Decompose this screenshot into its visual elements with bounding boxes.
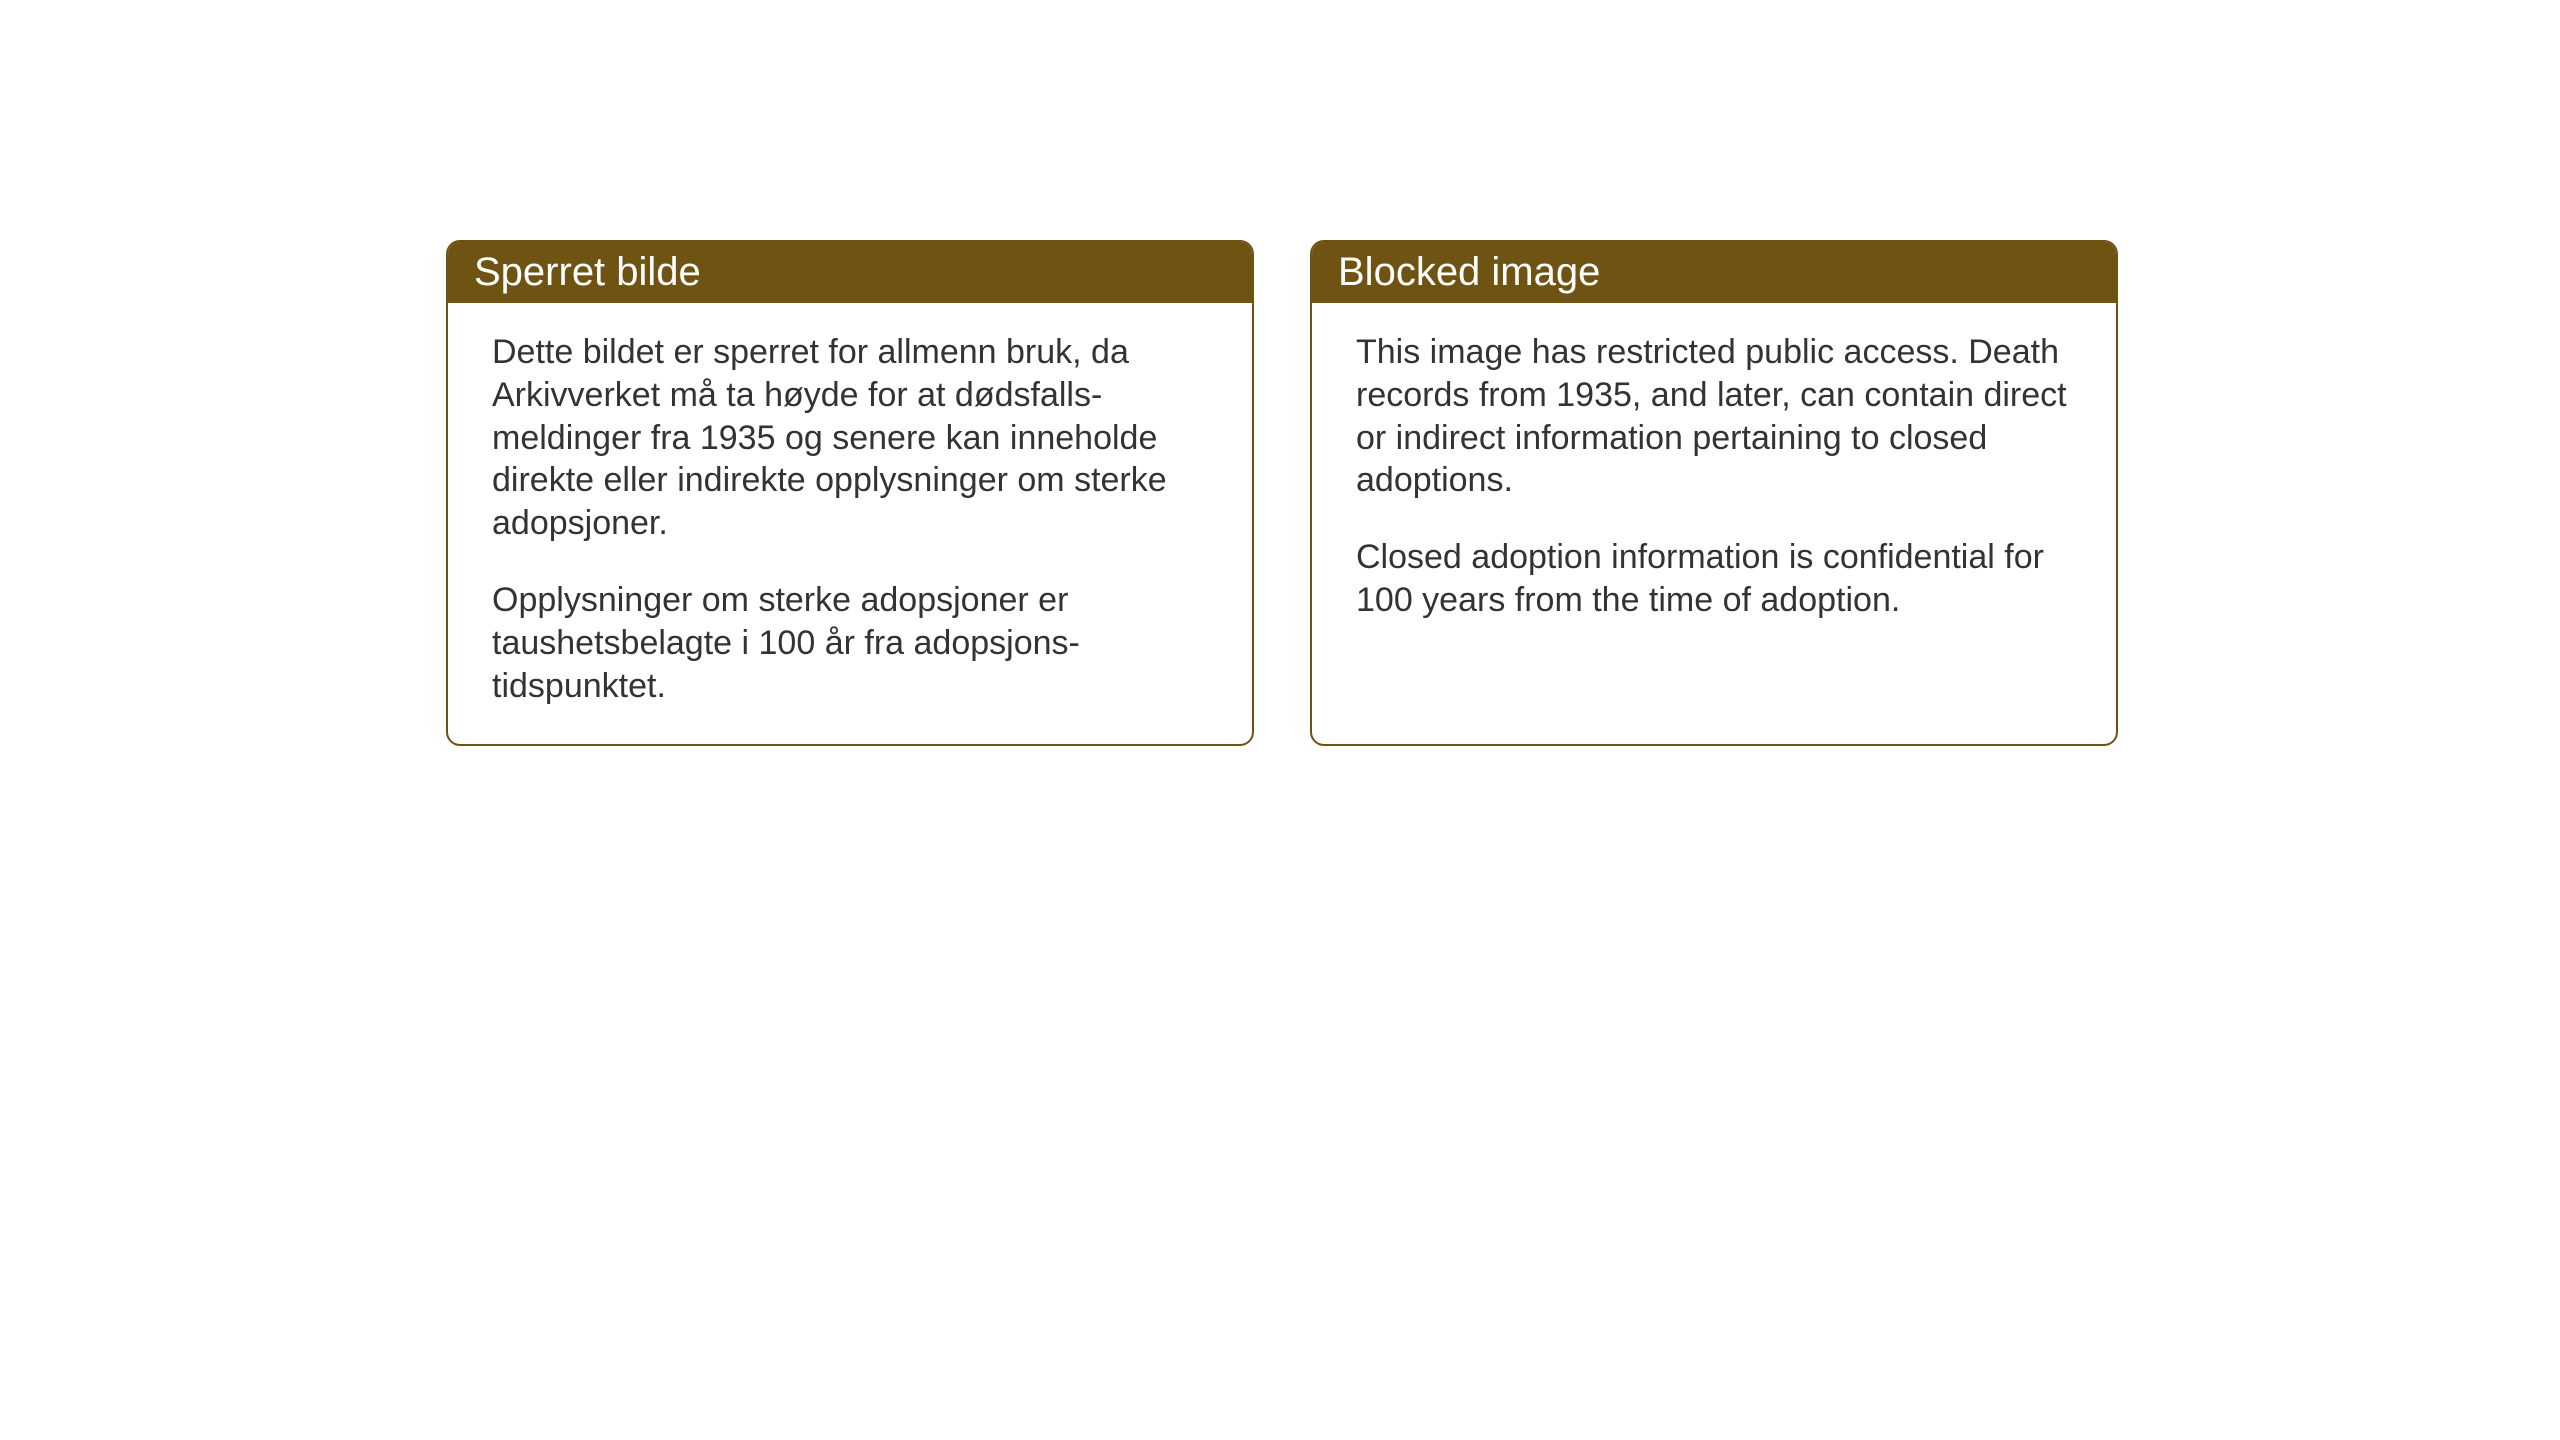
card-header-norwegian: Sperret bilde	[448, 242, 1252, 303]
card-paragraph-1-english: This image has restricted public access.…	[1356, 331, 2072, 502]
card-paragraph-1-norwegian: Dette bildet er sperret for allmenn bruk…	[492, 331, 1208, 545]
notice-cards-container: Sperret bilde Dette bildet er sperret fo…	[446, 240, 2118, 746]
notice-card-english: Blocked image This image has restricted …	[1310, 240, 2118, 746]
card-header-english: Blocked image	[1312, 242, 2116, 303]
card-body-norwegian: Dette bildet er sperret for allmenn bruk…	[448, 303, 1252, 744]
card-body-english: This image has restricted public access.…	[1312, 303, 2116, 744]
card-paragraph-2-english: Closed adoption information is confident…	[1356, 536, 2072, 622]
card-paragraph-2-norwegian: Opplysninger om sterke adopsjoner er tau…	[492, 579, 1208, 707]
card-title-english: Blocked image	[1338, 250, 1600, 294]
card-title-norwegian: Sperret bilde	[474, 250, 701, 294]
notice-card-norwegian: Sperret bilde Dette bildet er sperret fo…	[446, 240, 1254, 746]
